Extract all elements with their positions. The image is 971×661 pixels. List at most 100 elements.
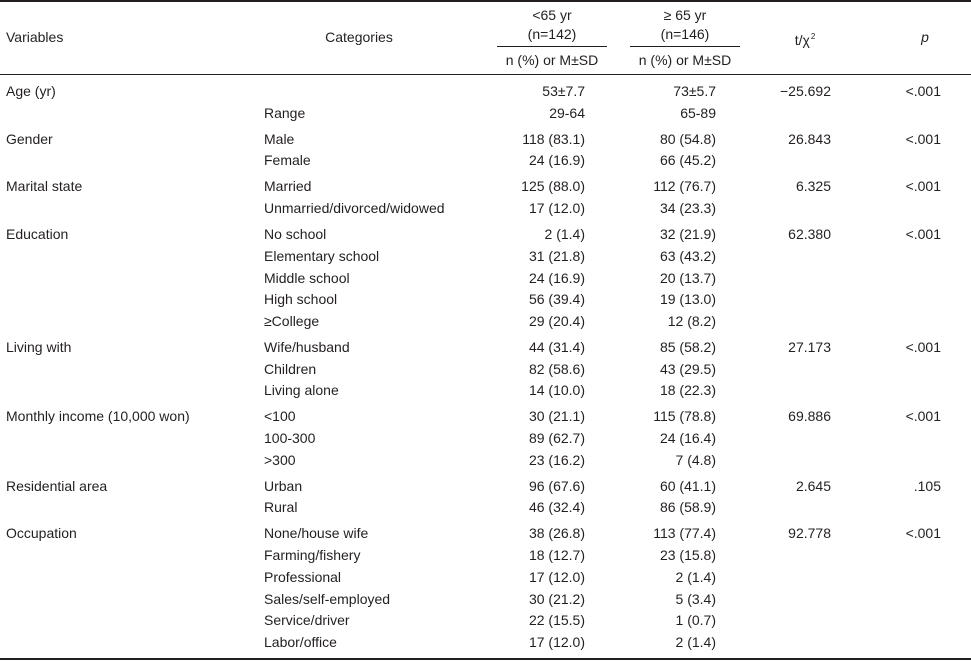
row-p-value: <.001 <box>905 525 941 542</box>
row-65plus-value: 18 (22.3) <box>659 382 716 399</box>
row-test-statistic: 69.886 <box>788 408 831 425</box>
header-group2-n: (n=146) <box>660 26 710 42</box>
row-category: Professional <box>264 568 342 585</box>
row-test-statistic: 6.325 <box>795 178 831 195</box>
table-row: Occupation None/house wife 38 (26.8) 113 (7… <box>0 523 971 545</box>
row-variable: Residential area <box>6 477 108 494</box>
table-row: Rural 46 (32.4) 86 (58.9) <box>0 497 971 519</box>
row-category: Elementary school <box>264 247 380 264</box>
row-variable: Occupation <box>6 525 77 542</box>
row-65plus-value: 43 (29.5) <box>659 360 716 377</box>
row-under65-value: 30 (21.1) <box>528 408 585 425</box>
row-under65-value: 96 (67.6) <box>528 477 585 494</box>
header-group1-subheading: n (%) or M±SD <box>505 52 599 68</box>
table-row: Farming/fishery 18 (12.7) 23 (15.8) <box>0 545 971 567</box>
row-category: Range <box>264 104 306 121</box>
row-65plus-value: 7 (4.8) <box>675 451 716 468</box>
row-test-statistic: 26.843 <box>788 130 831 147</box>
table-row: Sales/self-employed 30 (21.2) 5 (3.4) <box>0 589 971 611</box>
row-65plus-value: 2 (1.4) <box>675 568 716 585</box>
table-row: Middle school 24 (16.9) 20 (13.7) <box>0 268 971 290</box>
row-test-statistic: 92.778 <box>788 525 831 542</box>
row-category: Labor/office <box>264 633 337 650</box>
table-row: 100-300 89 (62.7) 24 (16.4) <box>0 428 971 450</box>
row-under65-value: 89 (62.7) <box>528 430 585 446</box>
row-p-value: <.001 <box>905 338 941 355</box>
row-65plus-value: 80 (54.8) <box>659 130 716 147</box>
row-65plus-value: 85 (58.2) <box>659 338 716 355</box>
row-category: Middle school <box>264 269 350 286</box>
table-row: Marital state Married 125 (88.0) 112 (76.7)… <box>0 176 971 198</box>
row-65plus-value: 20 (13.7) <box>659 269 716 286</box>
header-bottom-rule <box>0 74 971 75</box>
table-row: Gender Male 118 (83.1) 80 (54.8) 26.843 <.001 <box>0 129 971 151</box>
row-category: High school <box>264 291 338 308</box>
row-test-statistic: −25.692 <box>780 83 831 99</box>
header-group1-rule <box>497 46 607 47</box>
table-row: Service/driver 22 (15.5) 1 (0.7) <box>0 610 971 632</box>
row-65plus-value: 63 (43.2) <box>659 247 716 264</box>
header-categories: Categories <box>325 29 393 45</box>
row-variable: Marital state <box>6 178 83 195</box>
row-under65-value: 118 (83.1) <box>522 130 585 147</box>
row-65plus-value: 2 (1.4) <box>675 633 716 650</box>
row-under65-value: 17 (12.0) <box>528 633 585 650</box>
row-65plus-value: 12 (8.2) <box>667 312 716 329</box>
row-under65-value: 17 (12.0) <box>528 568 585 585</box>
header-variables: Variables <box>6 29 64 45</box>
row-p-value: <.001 <box>905 226 941 243</box>
header-p-value: p <box>921 29 929 45</box>
row-under65-value: 30 (21.2) <box>528 590 585 607</box>
header-test-statistic-label: t/χ <box>794 32 810 48</box>
row-65plus-value: 65-89 <box>680 104 716 121</box>
row-variable: Education <box>6 226 69 243</box>
table-row: Monthly income (10,000 won) <100 30 (21.1)… <box>0 406 971 428</box>
row-p-value: <.001 <box>905 130 941 147</box>
row-65plus-value: 19 (13.0) <box>659 291 716 308</box>
row-under65-value: 38 (26.8) <box>528 525 585 542</box>
row-65plus-value: 73±5.7 <box>673 83 716 99</box>
table-row: Elementary school 31 (21.8) 63 (43.2) <box>0 246 971 268</box>
table-row: Education No school 2 (1.4) 32 (21.9) 62.380… <box>0 224 971 246</box>
row-p-value: <.001 <box>905 408 941 425</box>
row-test-statistic: 62.380 <box>788 226 831 243</box>
row-under65-value: 14 (10.0) <box>528 382 585 399</box>
header-group1-n: (n=142) <box>527 26 577 42</box>
row-65plus-value: 86 (58.9) <box>659 499 716 516</box>
row-65plus-value: 34 (23.3) <box>659 200 716 217</box>
row-test-statistic: 27.173 <box>788 338 831 355</box>
row-65plus-value: 66 (45.2) <box>659 152 716 169</box>
row-variable: Age (yr) <box>6 83 56 99</box>
row-category: Service/driver <box>264 612 350 629</box>
row-under65-value: 56 (39.4) <box>528 291 585 308</box>
row-under65-value: 44 (31.4) <box>528 338 585 355</box>
header-test-statistic: t/χ2 <box>780 28 830 49</box>
row-65plus-value: 23 (15.8) <box>659 547 716 564</box>
row-under65-value: 22 (15.5) <box>528 612 585 629</box>
row-65plus-value: 112 (76.7) <box>653 178 716 195</box>
row-p-value: .105 <box>913 477 941 494</box>
row-category: Female <box>264 152 311 169</box>
header-group2-subheading: n (%) or M±SD <box>638 52 732 68</box>
header-test-statistic-superscript: 2 <box>810 32 816 41</box>
row-p-value: <.001 <box>905 178 941 195</box>
table-top-rule <box>0 0 971 2</box>
table-row: Range 29-64 65-89 <box>0 103 971 125</box>
row-65plus-value: 115 (78.8) <box>653 408 716 425</box>
row-category: No school <box>264 226 327 243</box>
row-under65-value: 17 (12.0) <box>528 200 585 217</box>
row-65plus-value: 1 (0.7) <box>675 612 716 629</box>
table-row: High school 56 (39.4) 19 (13.0) <box>0 289 971 311</box>
row-under65-value: 29-64 <box>549 104 585 121</box>
table-row: Residential area Urban 96 (67.6) 60 (41.1) 2… <box>0 476 971 498</box>
header-group1-title: <65 yr <box>532 7 572 23</box>
row-category: Rural <box>264 499 298 516</box>
row-variable: Living with <box>6 338 72 355</box>
header-group2-rule <box>630 46 740 47</box>
row-category: ≥College <box>264 312 320 329</box>
header-group2-title: ≥ 65 yr <box>663 7 707 23</box>
row-under65-value: 82 (58.6) <box>528 360 585 377</box>
row-category: <100 <box>264 408 296 425</box>
row-under65-value: 2 (1.4) <box>544 226 585 243</box>
row-under65-value: 46 (32.4) <box>528 499 585 516</box>
